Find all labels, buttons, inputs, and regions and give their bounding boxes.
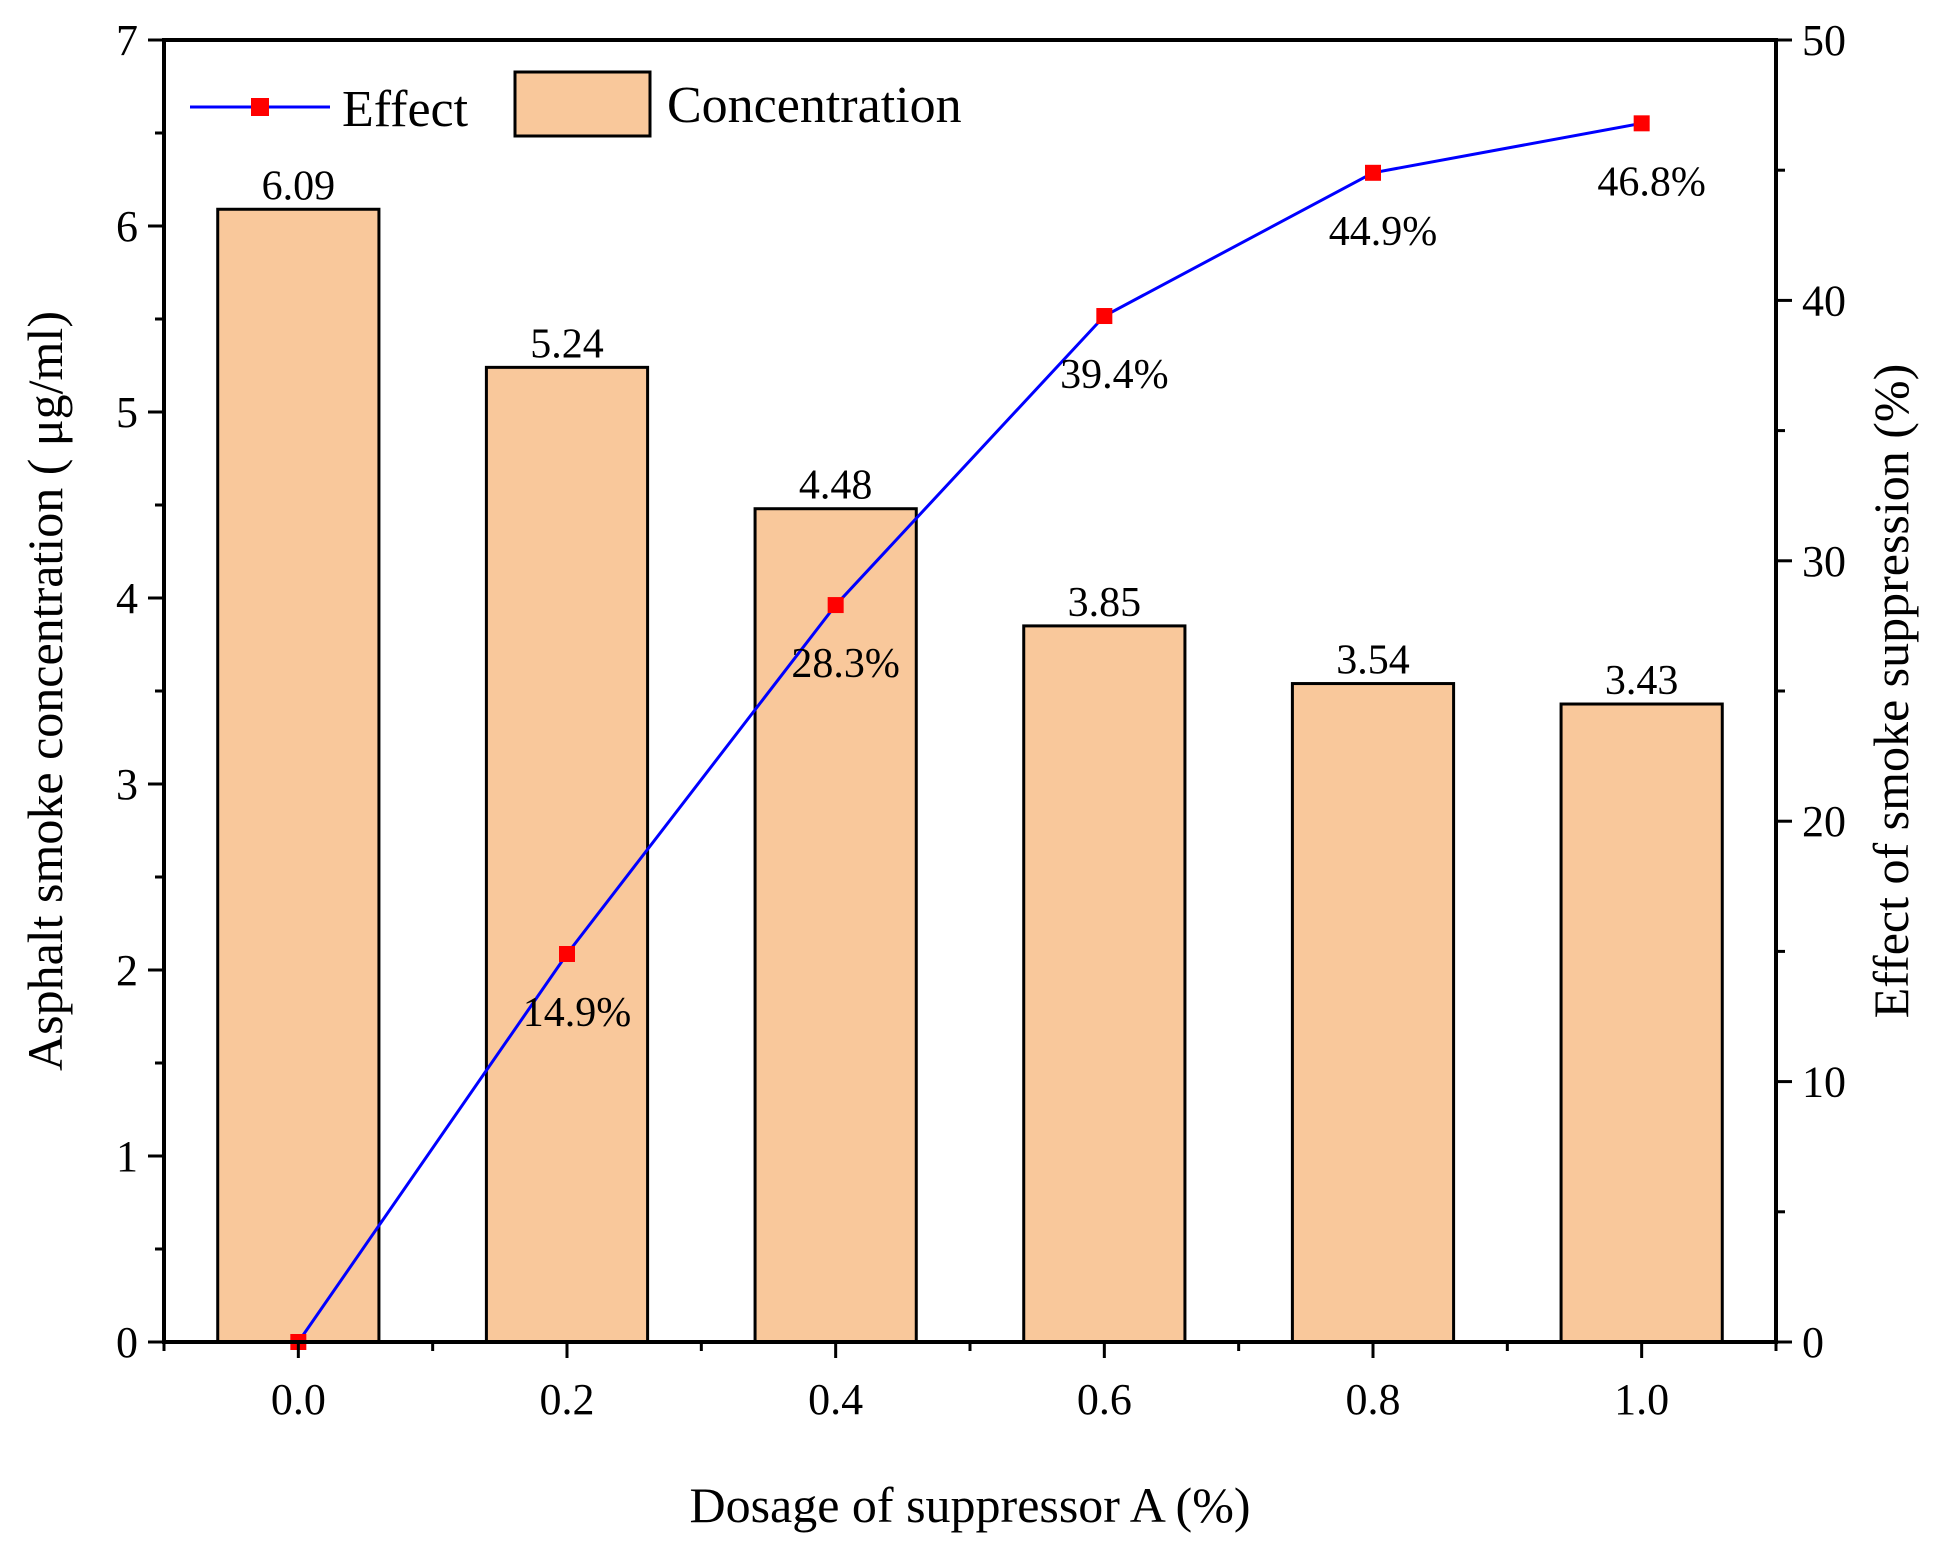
y-left-tick-label: 5 <box>116 388 138 437</box>
legend-concentration-label: Concentration <box>667 77 962 134</box>
y-right-tick-label: 50 <box>1802 16 1846 65</box>
bar <box>484 365 650 1344</box>
effect-marker <box>1096 308 1113 325</box>
plot-frame <box>162 38 1778 1344</box>
legend-effect-marker <box>251 98 269 116</box>
bar <box>1022 624 1187 1344</box>
bar-value-label: 3.54 <box>1336 638 1410 684</box>
bar-value-label: 3.85 <box>1068 580 1142 626</box>
x-tick-label: 0.6 <box>1077 1375 1132 1424</box>
x-tick-label: 1.0 <box>1614 1375 1669 1424</box>
y-left-tick-label: 0 <box>116 1318 138 1367</box>
y-right-tick-label: 40 <box>1802 276 1846 325</box>
bar-value-label: 5.24 <box>530 321 604 367</box>
effect-marker <box>559 946 575 963</box>
effect-value-label: 14.9% <box>523 990 632 1036</box>
y-right-tick-label: 0 <box>1802 1318 1824 1367</box>
y-left-tick-label: 3 <box>116 760 138 809</box>
effect-value-label: 28.3% <box>791 641 900 687</box>
bar <box>753 507 918 1344</box>
y-left-tick-label: 4 <box>116 574 138 623</box>
line-layer <box>290 115 1650 1350</box>
axis-ticks <box>148 38 1792 1358</box>
x-tick-label: 0.8 <box>1346 1375 1401 1424</box>
bars-layer <box>216 207 1724 1344</box>
effect-value-label: 46.8% <box>1597 159 1706 205</box>
data-labels: 6.09 5.24 4.48 3.85 3.54 3.43 14.9% 28.3% 39.4% 4… <box>262 159 1706 1036</box>
bar-value-label: 6.09 <box>262 163 336 209</box>
y-left-tick-label: 1 <box>116 1132 138 1181</box>
tick-labels: 0.0 0.2 0.4 0.6 0.8 1.0 0 1 2 3 4 5 6 7 0 10 20 30 40 50 <box>116 16 1846 1424</box>
x-tick-label: 0.0 <box>271 1375 326 1424</box>
y-axis-title-right: Effect of smoke suppression (%) <box>1863 364 1919 1018</box>
bar <box>216 207 381 1344</box>
effect-marker <box>1365 164 1381 181</box>
legend-concentration-swatch <box>513 70 652 138</box>
y-left-tick-label: 6 <box>116 202 138 251</box>
x-tick-label: 0.4 <box>808 1375 863 1424</box>
effect-value-label: 39.4% <box>1060 352 1169 398</box>
x-tick-label: 0.2 <box>540 1375 595 1424</box>
bar <box>1559 702 1724 1344</box>
legend-effect-label: Effect <box>342 81 469 138</box>
y-right-tick-label: 30 <box>1802 537 1846 586</box>
x-axis-title: Dosage of suppressor A (%) <box>689 1477 1250 1533</box>
bar-value-label: 4.48 <box>799 463 873 509</box>
y-right-tick-label: 10 <box>1802 1058 1846 1107</box>
effect-value-label: 44.9% <box>1329 209 1438 255</box>
effect-line <box>297 121 1642 1343</box>
legend: Effect Concentration <box>190 70 962 138</box>
bar-value-label: 3.43 <box>1605 658 1679 704</box>
y-left-tick-label: 7 <box>116 16 138 65</box>
y-left-tick-label: 2 <box>116 946 138 995</box>
effect-marker <box>827 597 844 614</box>
y-right-tick-label: 20 <box>1802 797 1846 846</box>
y-axis-title-left: Asphalt smoke concentration ( μg/ml) <box>17 311 73 1071</box>
bar <box>1290 682 1456 1344</box>
effect-marker <box>1633 115 1650 132</box>
